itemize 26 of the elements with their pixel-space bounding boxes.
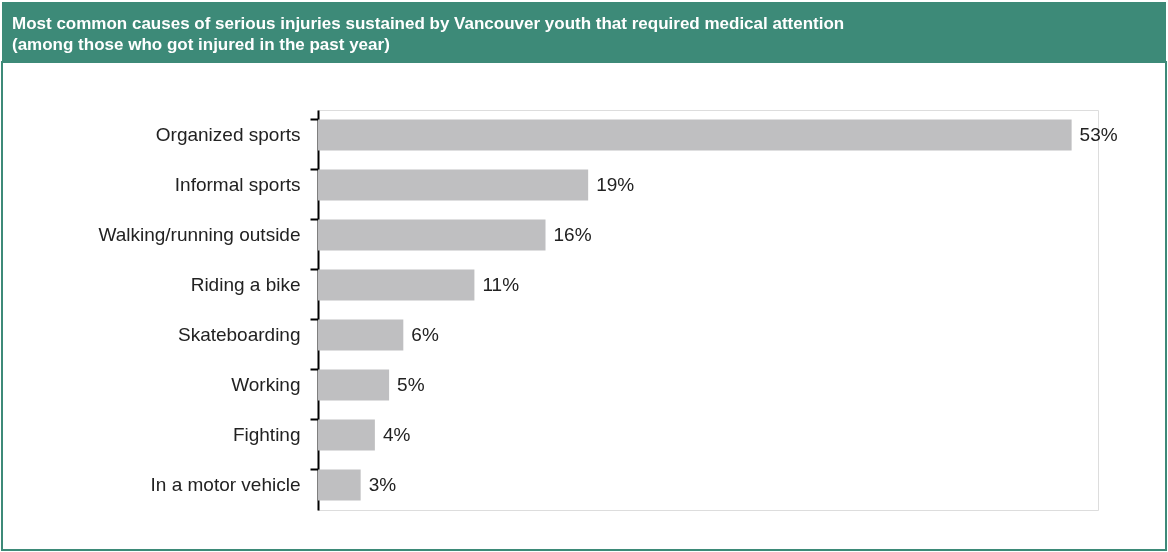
- y-tick-label: Working: [231, 374, 301, 395]
- bar: [318, 119, 1072, 151]
- data-label: 3%: [368, 474, 397, 495]
- y-tick-label: Informal sports: [174, 174, 301, 195]
- bar: [318, 319, 404, 351]
- bar: [318, 469, 361, 501]
- y-tick-label: Organized sports: [155, 124, 301, 145]
- y-tick-label: In a motor vehicle: [150, 474, 301, 495]
- data-label: 19%: [596, 174, 635, 195]
- bar: [318, 419, 375, 451]
- bar: [318, 169, 589, 201]
- chart-subtitle: (among those who got injured in the past year): [12, 35, 390, 54]
- y-tick-label: Fighting: [232, 424, 301, 445]
- y-tick-label: Skateboarding: [177, 324, 301, 345]
- chart-title: Most common causes of serious injuries sustained by Vancouver youth that required medical attention: [12, 14, 845, 33]
- y-tick-label: Walking/running outside: [98, 224, 301, 245]
- data-label: 5%: [397, 374, 425, 395]
- bar: [318, 269, 475, 301]
- bar: [318, 369, 390, 401]
- data-label: 11%: [482, 274, 520, 295]
- data-label: 53%: [1079, 124, 1118, 145]
- bar: [318, 219, 546, 251]
- y-tick-label: Riding a bike: [190, 274, 301, 295]
- data-label: 6%: [411, 324, 439, 345]
- data-label: 4%: [382, 424, 411, 445]
- data-label: 16%: [553, 224, 592, 245]
